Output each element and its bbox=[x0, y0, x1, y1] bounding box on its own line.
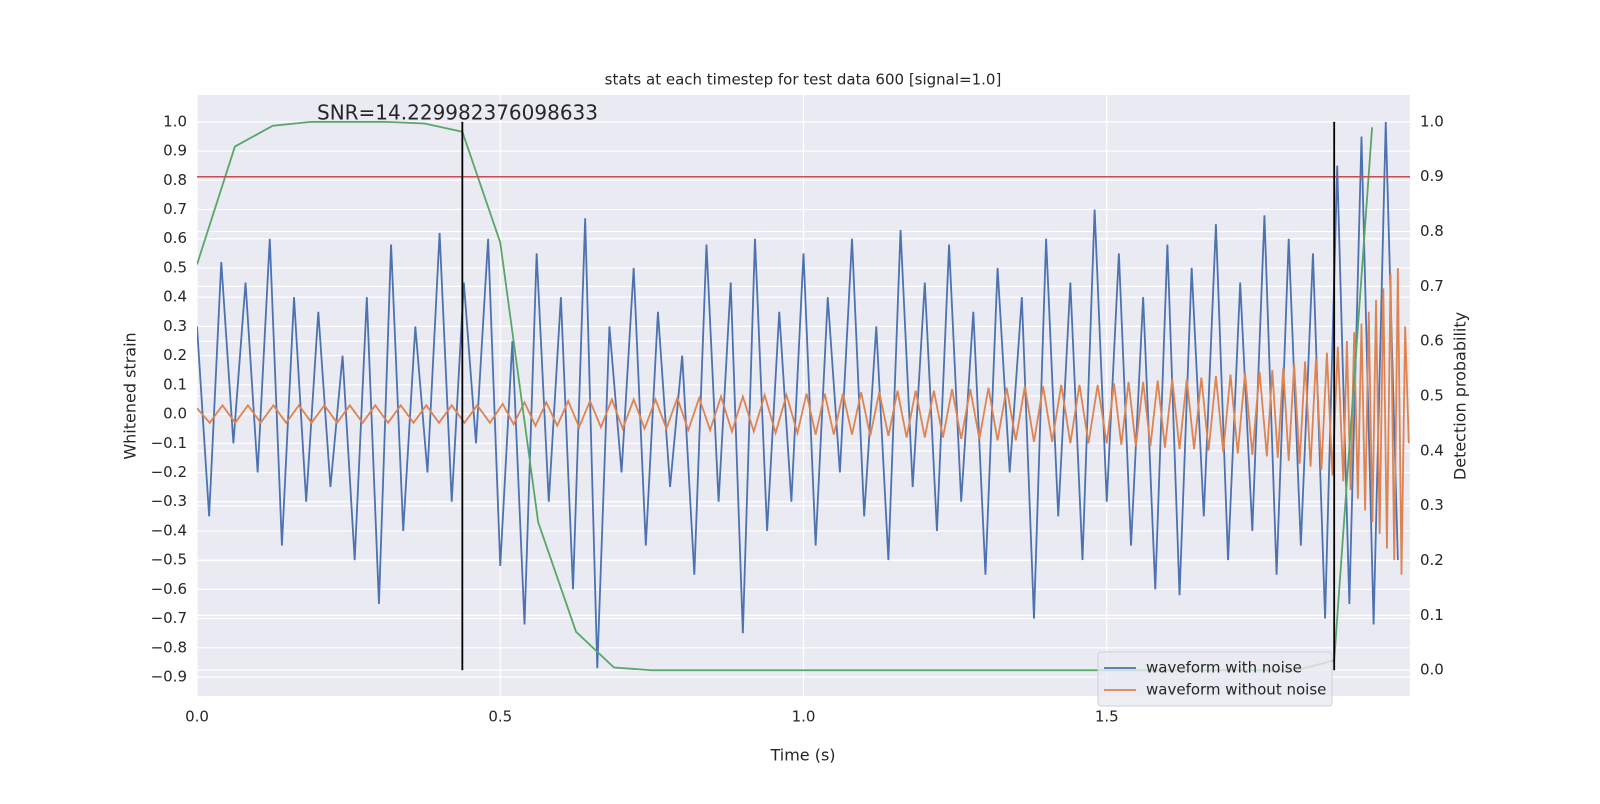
annotation: SNR=14.229982376098633 bbox=[317, 101, 598, 125]
y2-tick-label: 1.0 bbox=[1420, 112, 1444, 130]
y-tick-label: −0.8 bbox=[151, 638, 187, 656]
y2-tick-label: 0.6 bbox=[1420, 332, 1444, 350]
y-tick-label: 0.8 bbox=[163, 171, 187, 189]
y-tick-label: −0.3 bbox=[151, 492, 187, 510]
y-tick-label: 0.0 bbox=[163, 405, 187, 423]
y-tick-label: −0.1 bbox=[151, 434, 187, 452]
y2-tick-label: 0.9 bbox=[1420, 167, 1444, 185]
legend-label: waveform with noise bbox=[1146, 659, 1302, 677]
y-tick-label: 0.1 bbox=[163, 375, 187, 393]
y2-tick-label: 0.3 bbox=[1420, 496, 1444, 514]
y2-axis-label: Detection probability bbox=[1451, 312, 1470, 480]
legend-box bbox=[1097, 651, 1333, 707]
legend-label: waveform without noise bbox=[1146, 681, 1326, 699]
y2-tick-label: 0.4 bbox=[1420, 441, 1444, 459]
y2-tick-label: 0.0 bbox=[1420, 661, 1444, 679]
y2-tick-label: 0.5 bbox=[1420, 387, 1444, 405]
x-tick-label: 1.5 bbox=[1095, 708, 1119, 726]
y-tick-label: 0.2 bbox=[163, 346, 187, 364]
y-tick-label: −0.4 bbox=[151, 521, 187, 539]
y2-tick-label: 0.2 bbox=[1420, 551, 1444, 569]
y-tick-label: 0.5 bbox=[163, 258, 187, 276]
y-tick-label: 1.0 bbox=[163, 112, 187, 130]
chart-title: stats at each timestep for test data 600… bbox=[605, 71, 1002, 89]
x-tick-label: 1.0 bbox=[792, 708, 816, 726]
y-tick-label: 0.4 bbox=[163, 288, 187, 306]
y-tick-label: 0.7 bbox=[163, 200, 187, 218]
y-tick-label: 0.3 bbox=[163, 317, 187, 335]
y-tick-label: −0.5 bbox=[151, 551, 187, 569]
y-tick-label: −0.7 bbox=[151, 609, 187, 627]
y-tick-label: −0.2 bbox=[151, 463, 187, 481]
y2-tick-label: 0.1 bbox=[1420, 606, 1444, 624]
y-tick-label: −0.6 bbox=[151, 580, 187, 598]
y-tick-label: 0.9 bbox=[163, 142, 187, 160]
x-axis-label: Time (s) bbox=[769, 746, 835, 765]
series-line bbox=[197, 267, 1410, 575]
y-tick-label: 0.6 bbox=[163, 229, 187, 247]
y2-tick-label: 0.8 bbox=[1420, 222, 1444, 240]
y-axis-label: Whitened strain bbox=[121, 332, 140, 459]
x-tick-label: 0.5 bbox=[488, 708, 512, 726]
x-tick-label: 0.0 bbox=[185, 708, 209, 726]
y2-tick-label: 0.7 bbox=[1420, 277, 1444, 295]
y-tick-label: −0.9 bbox=[151, 668, 187, 686]
series-line bbox=[197, 121, 1399, 669]
